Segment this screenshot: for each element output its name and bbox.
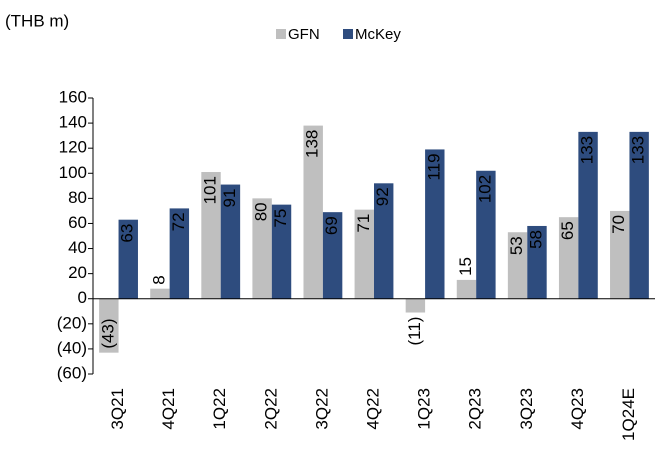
data-label: 133 [578, 136, 597, 164]
bar [220, 184, 241, 299]
data-label: 15 [456, 257, 475, 276]
x-tick-label: 3Q22 [312, 388, 331, 430]
bar [507, 232, 528, 299]
legend-swatch [276, 29, 286, 39]
bar [374, 183, 394, 299]
x-tick-label: 3Q21 [108, 388, 127, 430]
y-tick-label: 40 [68, 238, 87, 257]
x-tick-label: 1Q24E [619, 388, 638, 441]
bar [629, 131, 649, 299]
legend-label: McKey [355, 26, 401, 43]
data-label: (43) [98, 318, 117, 348]
y-tick-label: (60) [57, 363, 87, 382]
y-tick-label: 80 [68, 188, 87, 207]
data-label: 8 [149, 275, 168, 284]
data-label: 138 [303, 130, 322, 158]
data-label: 63 [118, 224, 137, 243]
data-label: 72 [169, 212, 188, 231]
data-label: 69 [322, 216, 341, 235]
data-label: 71 [354, 214, 373, 233]
legend-label: GFN [288, 26, 320, 43]
x-tick-label: 4Q23 [568, 388, 587, 430]
x-tick-label: 1Q22 [210, 388, 229, 430]
x-tick-label: 1Q23 [415, 388, 434, 430]
bar [99, 298, 119, 353]
data-label: 91 [220, 189, 239, 208]
data-label: 92 [373, 187, 392, 206]
data-label: (11) [405, 317, 424, 346]
bar [405, 298, 426, 313]
x-tick-label: 3Q23 [517, 388, 536, 430]
data-label: 75 [271, 209, 290, 228]
x-tick-label: 2Q22 [261, 388, 280, 430]
y-tick-label: 20 [68, 263, 87, 282]
y-tick-label: (20) [57, 313, 87, 332]
y-tick-label: 0 [78, 288, 87, 307]
data-label: 102 [475, 175, 494, 203]
bar [354, 209, 374, 299]
bar [118, 219, 138, 299]
y-tick-label: 120 [59, 138, 87, 157]
legend-swatch [343, 29, 353, 39]
data-label: 70 [609, 215, 628, 234]
data-label: 65 [558, 221, 577, 240]
data-label: 101 [201, 176, 220, 204]
y-tick-label: 140 [59, 113, 87, 132]
bar [476, 170, 496, 299]
bar [150, 288, 170, 299]
x-tick-label: 2Q23 [466, 388, 485, 430]
y-tick-label: 100 [59, 163, 87, 182]
bar [169, 208, 190, 299]
bar [610, 210, 630, 299]
data-label: 58 [526, 230, 545, 249]
data-label: 80 [252, 202, 271, 221]
data-label: 119 [424, 153, 443, 180]
x-tick-label: 4Q22 [363, 388, 382, 430]
bar [527, 225, 547, 299]
y-tick-label: 160 [59, 87, 87, 106]
bar [322, 212, 343, 299]
bar [425, 149, 445, 299]
y-tick-label: 60 [68, 213, 87, 232]
data-label: 133 [629, 136, 648, 164]
chart-title: (THB m) [5, 11, 69, 30]
bar [558, 217, 579, 299]
bar [303, 125, 323, 299]
data-label: 53 [507, 236, 526, 255]
x-tick-label: 4Q21 [159, 388, 178, 430]
y-tick-label: (40) [57, 338, 87, 357]
bar [252, 198, 272, 299]
bar [456, 279, 477, 299]
bar [271, 204, 292, 299]
bar [578, 131, 598, 299]
bar [201, 172, 221, 299]
